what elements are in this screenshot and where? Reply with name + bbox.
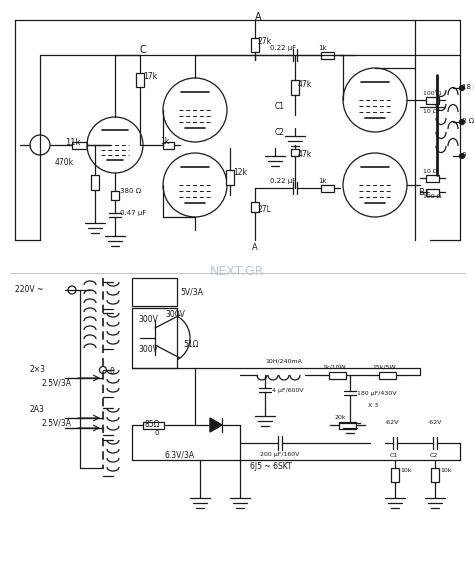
Text: 0: 0 — [155, 430, 159, 436]
Text: -62V: -62V — [428, 420, 442, 425]
Text: 12k: 12k — [233, 168, 247, 177]
Bar — [379, 371, 396, 379]
Text: 2×3: 2×3 — [30, 365, 46, 374]
Text: 51Ω: 51Ω — [183, 340, 199, 349]
Bar — [111, 191, 119, 200]
Bar — [426, 96, 439, 103]
Text: 15k/5W: 15k/5W — [372, 364, 396, 369]
Text: 8 Ω: 8 Ω — [462, 118, 474, 124]
Text: 10k: 10k — [400, 468, 411, 473]
Text: 0: 0 — [110, 367, 115, 376]
Text: A: A — [255, 12, 262, 22]
Circle shape — [459, 85, 465, 90]
Text: 27k: 27k — [258, 37, 272, 46]
Text: A: A — [252, 243, 258, 252]
Text: 0.22 μF: 0.22 μF — [270, 45, 296, 51]
Text: 4 μF/600V: 4 μF/600V — [272, 388, 304, 393]
Text: 100 Ω: 100 Ω — [423, 194, 441, 199]
Bar — [164, 141, 174, 149]
Text: 0.47 μF: 0.47 μF — [120, 210, 146, 216]
Text: 47k: 47k — [298, 150, 312, 159]
Text: 10H/240mA: 10H/240mA — [265, 358, 302, 363]
Text: 17k: 17k — [143, 72, 157, 81]
Bar — [339, 421, 356, 429]
Text: 11k: 11k — [65, 138, 81, 147]
Text: 85Ω: 85Ω — [145, 420, 161, 429]
Bar — [132, 308, 177, 368]
Text: 6.3V/3A: 6.3V/3A — [165, 450, 195, 459]
Text: 47k: 47k — [298, 80, 312, 89]
Circle shape — [459, 119, 465, 125]
Text: 6J5 ~ 6SKT: 6J5 ~ 6SKT — [250, 462, 292, 471]
Bar — [143, 421, 164, 429]
Text: 220V ~: 220V ~ — [15, 285, 44, 294]
Bar — [91, 174, 99, 190]
Text: C2: C2 — [430, 453, 438, 458]
Text: 100 Ω: 100 Ω — [423, 91, 441, 96]
Text: 300V: 300V — [138, 315, 158, 324]
Text: 5V/3A: 5V/3A — [180, 287, 203, 296]
Bar — [431, 468, 439, 482]
Text: C2: C2 — [275, 128, 285, 137]
Text: 380 Ω: 380 Ω — [120, 188, 141, 194]
Text: 300V: 300V — [165, 310, 185, 319]
Bar — [291, 80, 299, 95]
Bar — [73, 141, 88, 149]
Polygon shape — [210, 418, 222, 432]
Text: 470k: 470k — [55, 158, 74, 167]
Text: 2A3: 2A3 — [30, 405, 45, 414]
Text: 1k: 1k — [160, 137, 169, 146]
Bar — [321, 52, 334, 58]
Text: 0: 0 — [462, 152, 466, 158]
Text: 10k: 10k — [440, 468, 452, 473]
Text: X 3: X 3 — [368, 403, 378, 408]
Bar — [391, 468, 399, 482]
Text: 1k: 1k — [318, 45, 327, 51]
Bar — [291, 149, 299, 156]
Text: 2.5V/3A: 2.5V/3A — [42, 418, 72, 427]
Bar — [226, 169, 234, 185]
Text: 27L: 27L — [258, 205, 272, 214]
Bar — [132, 278, 177, 306]
Bar — [426, 188, 439, 195]
Text: 180 μF/430V: 180 μF/430V — [357, 391, 396, 396]
Text: 18 Ω: 18 Ω — [462, 84, 474, 90]
Text: -62V: -62V — [385, 420, 400, 425]
Bar — [251, 38, 259, 52]
Text: 1k: 1k — [318, 178, 327, 184]
Bar — [426, 174, 439, 182]
Text: C1: C1 — [390, 453, 398, 458]
Text: C1: C1 — [275, 102, 285, 111]
Text: NEXT.GR: NEXT.GR — [210, 265, 264, 278]
Text: 300V: 300V — [138, 345, 158, 354]
Bar — [329, 371, 346, 379]
Text: 1k/10W: 1k/10W — [322, 364, 346, 369]
Bar — [321, 185, 334, 191]
Text: 20k: 20k — [335, 415, 346, 420]
Text: C: C — [140, 45, 147, 55]
Text: 10 Ω: 10 Ω — [423, 109, 438, 114]
Bar — [136, 73, 144, 87]
Text: 200 μF/160V: 200 μF/160V — [260, 452, 300, 457]
Circle shape — [459, 154, 465, 159]
Text: 2.5V/3A: 2.5V/3A — [42, 378, 72, 387]
Text: 0.22 μF: 0.22 μF — [270, 178, 296, 184]
Text: B+: B+ — [418, 188, 431, 197]
Bar — [251, 202, 259, 212]
Text: 10 Ω: 10 Ω — [423, 169, 438, 174]
